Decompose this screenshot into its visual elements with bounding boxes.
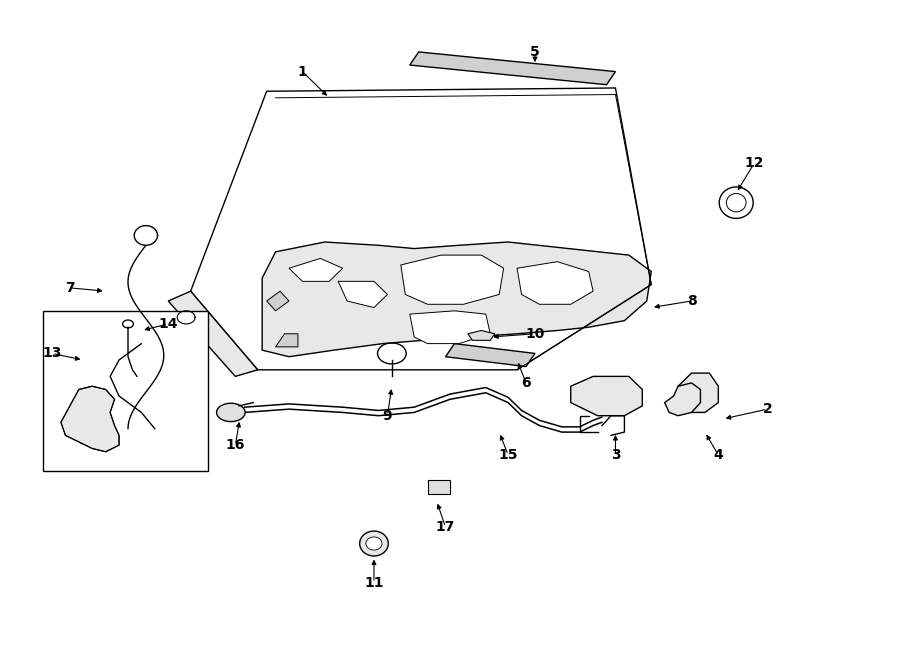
- Text: 16: 16: [226, 438, 245, 452]
- Polygon shape: [678, 373, 718, 412]
- Polygon shape: [446, 344, 535, 367]
- Text: 2: 2: [762, 402, 772, 416]
- Text: 7: 7: [65, 281, 75, 295]
- Bar: [428, 480, 450, 494]
- Polygon shape: [400, 255, 504, 304]
- Text: 1: 1: [298, 65, 307, 79]
- Text: 10: 10: [526, 327, 544, 341]
- Polygon shape: [468, 330, 495, 340]
- Polygon shape: [168, 292, 257, 376]
- Text: 17: 17: [436, 520, 455, 534]
- Ellipse shape: [366, 537, 382, 550]
- Polygon shape: [61, 386, 119, 451]
- Text: 15: 15: [499, 448, 517, 462]
- Polygon shape: [266, 292, 289, 311]
- Polygon shape: [275, 334, 298, 347]
- Text: 6: 6: [521, 376, 531, 390]
- Text: 4: 4: [714, 448, 724, 462]
- Text: 8: 8: [687, 294, 697, 308]
- Text: 14: 14: [158, 317, 178, 331]
- Text: 12: 12: [744, 157, 764, 171]
- Polygon shape: [338, 282, 387, 307]
- Polygon shape: [262, 242, 652, 357]
- Bar: [43, 311, 209, 471]
- Text: 5: 5: [530, 45, 540, 59]
- Polygon shape: [665, 383, 700, 416]
- Ellipse shape: [360, 531, 388, 556]
- Polygon shape: [518, 262, 593, 304]
- Polygon shape: [289, 258, 343, 282]
- Polygon shape: [410, 52, 616, 85]
- Ellipse shape: [217, 403, 245, 422]
- Text: 13: 13: [42, 346, 62, 360]
- Text: 3: 3: [611, 448, 620, 462]
- Text: 11: 11: [364, 576, 383, 590]
- Polygon shape: [410, 311, 490, 344]
- Text: 9: 9: [382, 408, 392, 422]
- Polygon shape: [571, 376, 643, 416]
